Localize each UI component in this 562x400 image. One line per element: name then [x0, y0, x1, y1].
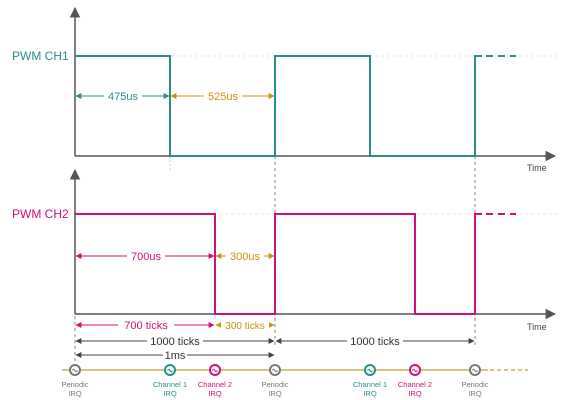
- irq-sublabel: IRQ: [468, 389, 482, 398]
- ticks-300-label: 300 ticks: [225, 321, 264, 332]
- period-label: 1ms: [165, 350, 186, 362]
- irq-sublabel: IRQ: [363, 389, 377, 398]
- ticks-1000b-label: 1000 ticks: [350, 336, 400, 348]
- irq-label: Channel 2: [398, 380, 432, 389]
- ch1-time-label: Time: [527, 163, 547, 173]
- ch1-high-measure-label: 475us: [108, 91, 138, 103]
- irq-label: Channel 1: [153, 380, 187, 389]
- ch2-time-label: Time: [527, 322, 547, 332]
- irq-sublabel: IRQ: [408, 389, 422, 398]
- irq-sublabel: IRQ: [163, 389, 177, 398]
- irq-label: Channel 2: [198, 380, 232, 389]
- ch2-high-measure-label: 700us: [131, 251, 161, 263]
- irq-label: Periodic: [61, 380, 88, 389]
- ticks-700-label: 700 ticks: [124, 320, 168, 332]
- ticks-1000a-label: 1000 ticks: [150, 336, 200, 348]
- irq-sublabel: IRQ: [268, 389, 282, 398]
- irq-label: Periodic: [461, 380, 488, 389]
- ch2-waveform: [75, 213, 482, 315]
- irq-label: Periodic: [261, 380, 288, 389]
- axes: [69, 6, 557, 320]
- ch2-label: PWM CH2: [12, 207, 69, 221]
- ch1-label: PWM CH1: [12, 49, 69, 63]
- irq-sublabel: IRQ: [68, 389, 82, 398]
- irq-sublabel: IRQ: [208, 389, 222, 398]
- ch1-waveform: [75, 55, 482, 157]
- ch1-low-measure-label: 525us: [208, 91, 238, 103]
- irq-label: Channel 1: [353, 380, 387, 389]
- ch2-low-measure-label: 300us: [230, 251, 260, 263]
